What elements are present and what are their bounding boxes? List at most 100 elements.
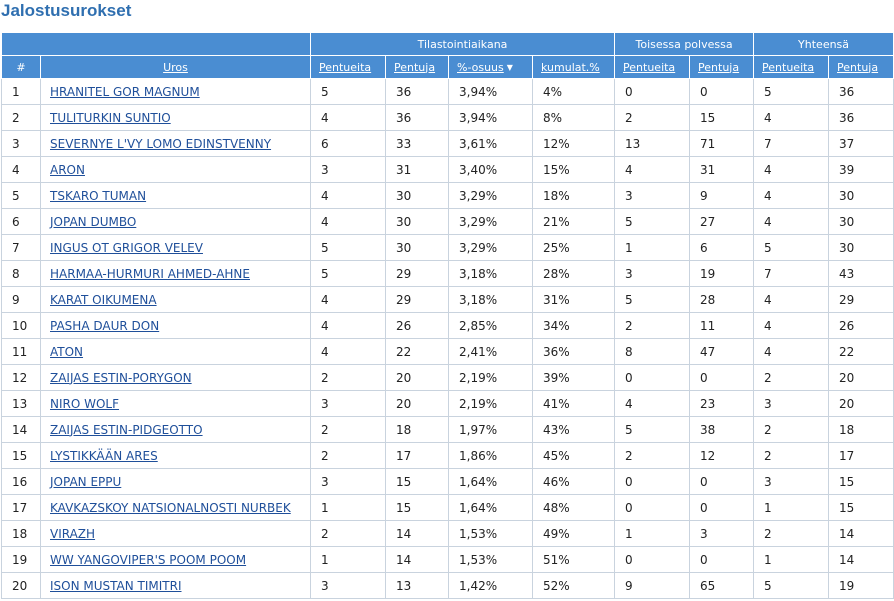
uros-link[interactable]: INGUS OT GRIGOR VELEV xyxy=(50,240,203,255)
cell-kumulat: 36% xyxy=(531,338,616,365)
uros-link[interactable]: ZAIJAS ESTIN-PIDGEOTTO xyxy=(50,422,203,437)
row-index: 14 xyxy=(1,416,41,443)
cell-pentueita-2: 2 xyxy=(614,312,691,339)
cell-pentueita-1: 4 xyxy=(310,286,386,313)
cell-osuus: 3,94% xyxy=(448,104,533,131)
table-row: 13 NIRO WOLF 3 20 2,19% 41% 4 23 3 20 xyxy=(1,390,894,417)
cell-pentueita-3: 4 xyxy=(753,208,830,235)
sort-pentuja-1-link[interactable]: Pentuja xyxy=(394,60,436,74)
table-row: 10 PASHA DAUR DON 4 26 2,85% 34% 2 11 4 26 xyxy=(1,312,894,339)
uros-link[interactable]: JOPAN DUMBO xyxy=(50,214,137,229)
cell-pentueita-1: 4 xyxy=(310,208,386,235)
uros-link[interactable]: HARMAA-HURMURI AHMED-AHNE xyxy=(50,266,250,281)
cell-pentueita-3: 3 xyxy=(753,390,830,417)
uros-link[interactable]: KAVKAZSKOY NATSIONALNOSTI NURBEK xyxy=(50,500,291,515)
row-index: 3 xyxy=(1,130,41,157)
cell-pentueita-3: 7 xyxy=(753,130,830,157)
cell-pentuja-2: 0 xyxy=(689,546,755,573)
col-header-pentuja-1: Pentuja xyxy=(385,55,449,79)
uros-link[interactable]: PASHA DAUR DON xyxy=(50,318,160,333)
row-index: 17 xyxy=(1,494,41,521)
sort-osuus-link[interactable]: %-osuus xyxy=(457,60,504,74)
cell-pentuja-1: 20 xyxy=(385,364,449,391)
cell-pentuja-2: 23 xyxy=(689,390,755,417)
cell-pentueita-3: 4 xyxy=(753,312,830,339)
cell-pentuja-2: 0 xyxy=(689,468,755,495)
uros-link[interactable]: KARAT OIKUMENA xyxy=(50,292,157,307)
col-header-index: # xyxy=(1,55,41,79)
cell-uros: VIRAZH xyxy=(40,520,311,547)
cell-pentueita-2: 8 xyxy=(614,338,691,365)
cell-pentuja-1: 30 xyxy=(385,234,449,261)
row-index: 6 xyxy=(1,208,41,235)
cell-uros: PASHA DAUR DON xyxy=(40,312,311,339)
cell-uros: TULITURKIN SUNTIO xyxy=(40,104,311,131)
table-row: 2 TULITURKIN SUNTIO 4 36 3,94% 8% 2 15 4 36 xyxy=(1,104,894,131)
sort-pentueita-3-link[interactable]: Pentueita xyxy=(762,60,815,74)
cell-kumulat: 31% xyxy=(531,286,616,313)
sort-kumulat-link[interactable]: kumulat.% xyxy=(541,60,600,74)
row-index: 12 xyxy=(1,364,41,391)
cell-pentueita-2: 0 xyxy=(614,468,691,495)
uros-link[interactable]: ZAIJAS ESTIN-PORYGON xyxy=(50,370,192,385)
sort-uros-link[interactable]: Uros xyxy=(163,60,188,74)
cell-pentuja-3: 15 xyxy=(828,494,894,521)
cell-pentuja-2: 0 xyxy=(689,494,755,521)
cell-pentueita-3: 3 xyxy=(753,468,830,495)
cell-osuus: 3,29% xyxy=(448,234,533,261)
row-index: 20 xyxy=(1,572,41,599)
cell-pentuja-3: 15 xyxy=(828,468,894,495)
table-row: 1 HRANITEL GOR MAGNUM 5 36 3,94% 4% 0 0 5 36 xyxy=(1,78,894,105)
uros-link[interactable]: VIRAZH xyxy=(50,526,96,541)
sort-pentuja-2-link[interactable]: Pentuja xyxy=(698,60,740,74)
group-header-total: Yhteensä xyxy=(753,32,894,56)
cell-pentuja-2: 71 xyxy=(689,130,755,157)
uros-link[interactable]: WW YANGOVIPER'S POOM POOM xyxy=(50,552,247,567)
row-index: 19 xyxy=(1,546,41,573)
cell-osuus: 2,19% xyxy=(448,364,533,391)
uros-link[interactable]: SEVERNYE L'VY LOMO EDINSTVENNY xyxy=(50,136,272,151)
cell-kumulat: 48% xyxy=(531,494,616,521)
cell-uros: ZAIJAS ESTIN-PORYGON xyxy=(40,364,311,391)
cell-pentueita-1: 4 xyxy=(310,182,386,209)
table-row: 6 JOPAN DUMBO 4 30 3,29% 21% 5 27 4 30 xyxy=(1,208,894,235)
cell-pentueita-1: 3 xyxy=(310,390,386,417)
cell-pentueita-2: 0 xyxy=(614,494,691,521)
col-header-pentuja-3: Pentuja xyxy=(828,55,894,79)
cell-pentuja-3: 37 xyxy=(828,130,894,157)
cell-uros: JOPAN DUMBO xyxy=(40,208,311,235)
cell-kumulat: 25% xyxy=(531,234,616,261)
cell-pentueita-1: 5 xyxy=(310,78,386,105)
cell-osuus: 1,97% xyxy=(448,416,533,443)
cell-pentueita-1: 5 xyxy=(310,260,386,287)
sort-pentueita-1-link[interactable]: Pentueita xyxy=(319,60,372,74)
sort-pentueita-2-link[interactable]: Pentueita xyxy=(623,60,676,74)
cell-osuus: 1,64% xyxy=(448,468,533,495)
uros-link[interactable]: ATON xyxy=(50,344,84,359)
cell-pentuja-2: 0 xyxy=(689,364,755,391)
cell-uros: HARMAA-HURMURI AHMED-AHNE xyxy=(40,260,311,287)
uros-link[interactable]: JOPAN EPPU xyxy=(50,474,122,489)
cell-pentueita-2: 1 xyxy=(614,234,691,261)
cell-pentuja-2: 27 xyxy=(689,208,755,235)
cell-pentuja-2: 31 xyxy=(689,156,755,183)
cell-kumulat: 15% xyxy=(531,156,616,183)
cell-pentuja-3: 17 xyxy=(828,442,894,469)
cell-kumulat: 28% xyxy=(531,260,616,287)
uros-link[interactable]: TSKARO TUMAN xyxy=(50,188,147,203)
uros-link[interactable]: HRANITEL GOR MAGNUM xyxy=(50,84,200,99)
cell-osuus: 3,94% xyxy=(448,78,533,105)
sort-pentuja-3-link[interactable]: Pentuja xyxy=(837,60,879,74)
row-index: 10 xyxy=(1,312,41,339)
cell-kumulat: 34% xyxy=(531,312,616,339)
col-header-pentueita-1: Pentueita xyxy=(310,55,386,79)
uros-link[interactable]: TULITURKIN SUNTIO xyxy=(50,110,171,125)
uros-link[interactable]: LYSTIKKÄÄN ARES xyxy=(50,448,158,463)
uros-link[interactable]: ISON MUSTAN TIMITRI xyxy=(50,578,182,593)
uros-link[interactable]: NIRO WOLF xyxy=(50,396,120,411)
uros-link[interactable]: ARON xyxy=(50,162,85,177)
row-index: 1 xyxy=(1,78,41,105)
cell-osuus: 1,53% xyxy=(448,520,533,547)
cell-kumulat: 39% xyxy=(531,364,616,391)
cell-pentuja-2: 6 xyxy=(689,234,755,261)
